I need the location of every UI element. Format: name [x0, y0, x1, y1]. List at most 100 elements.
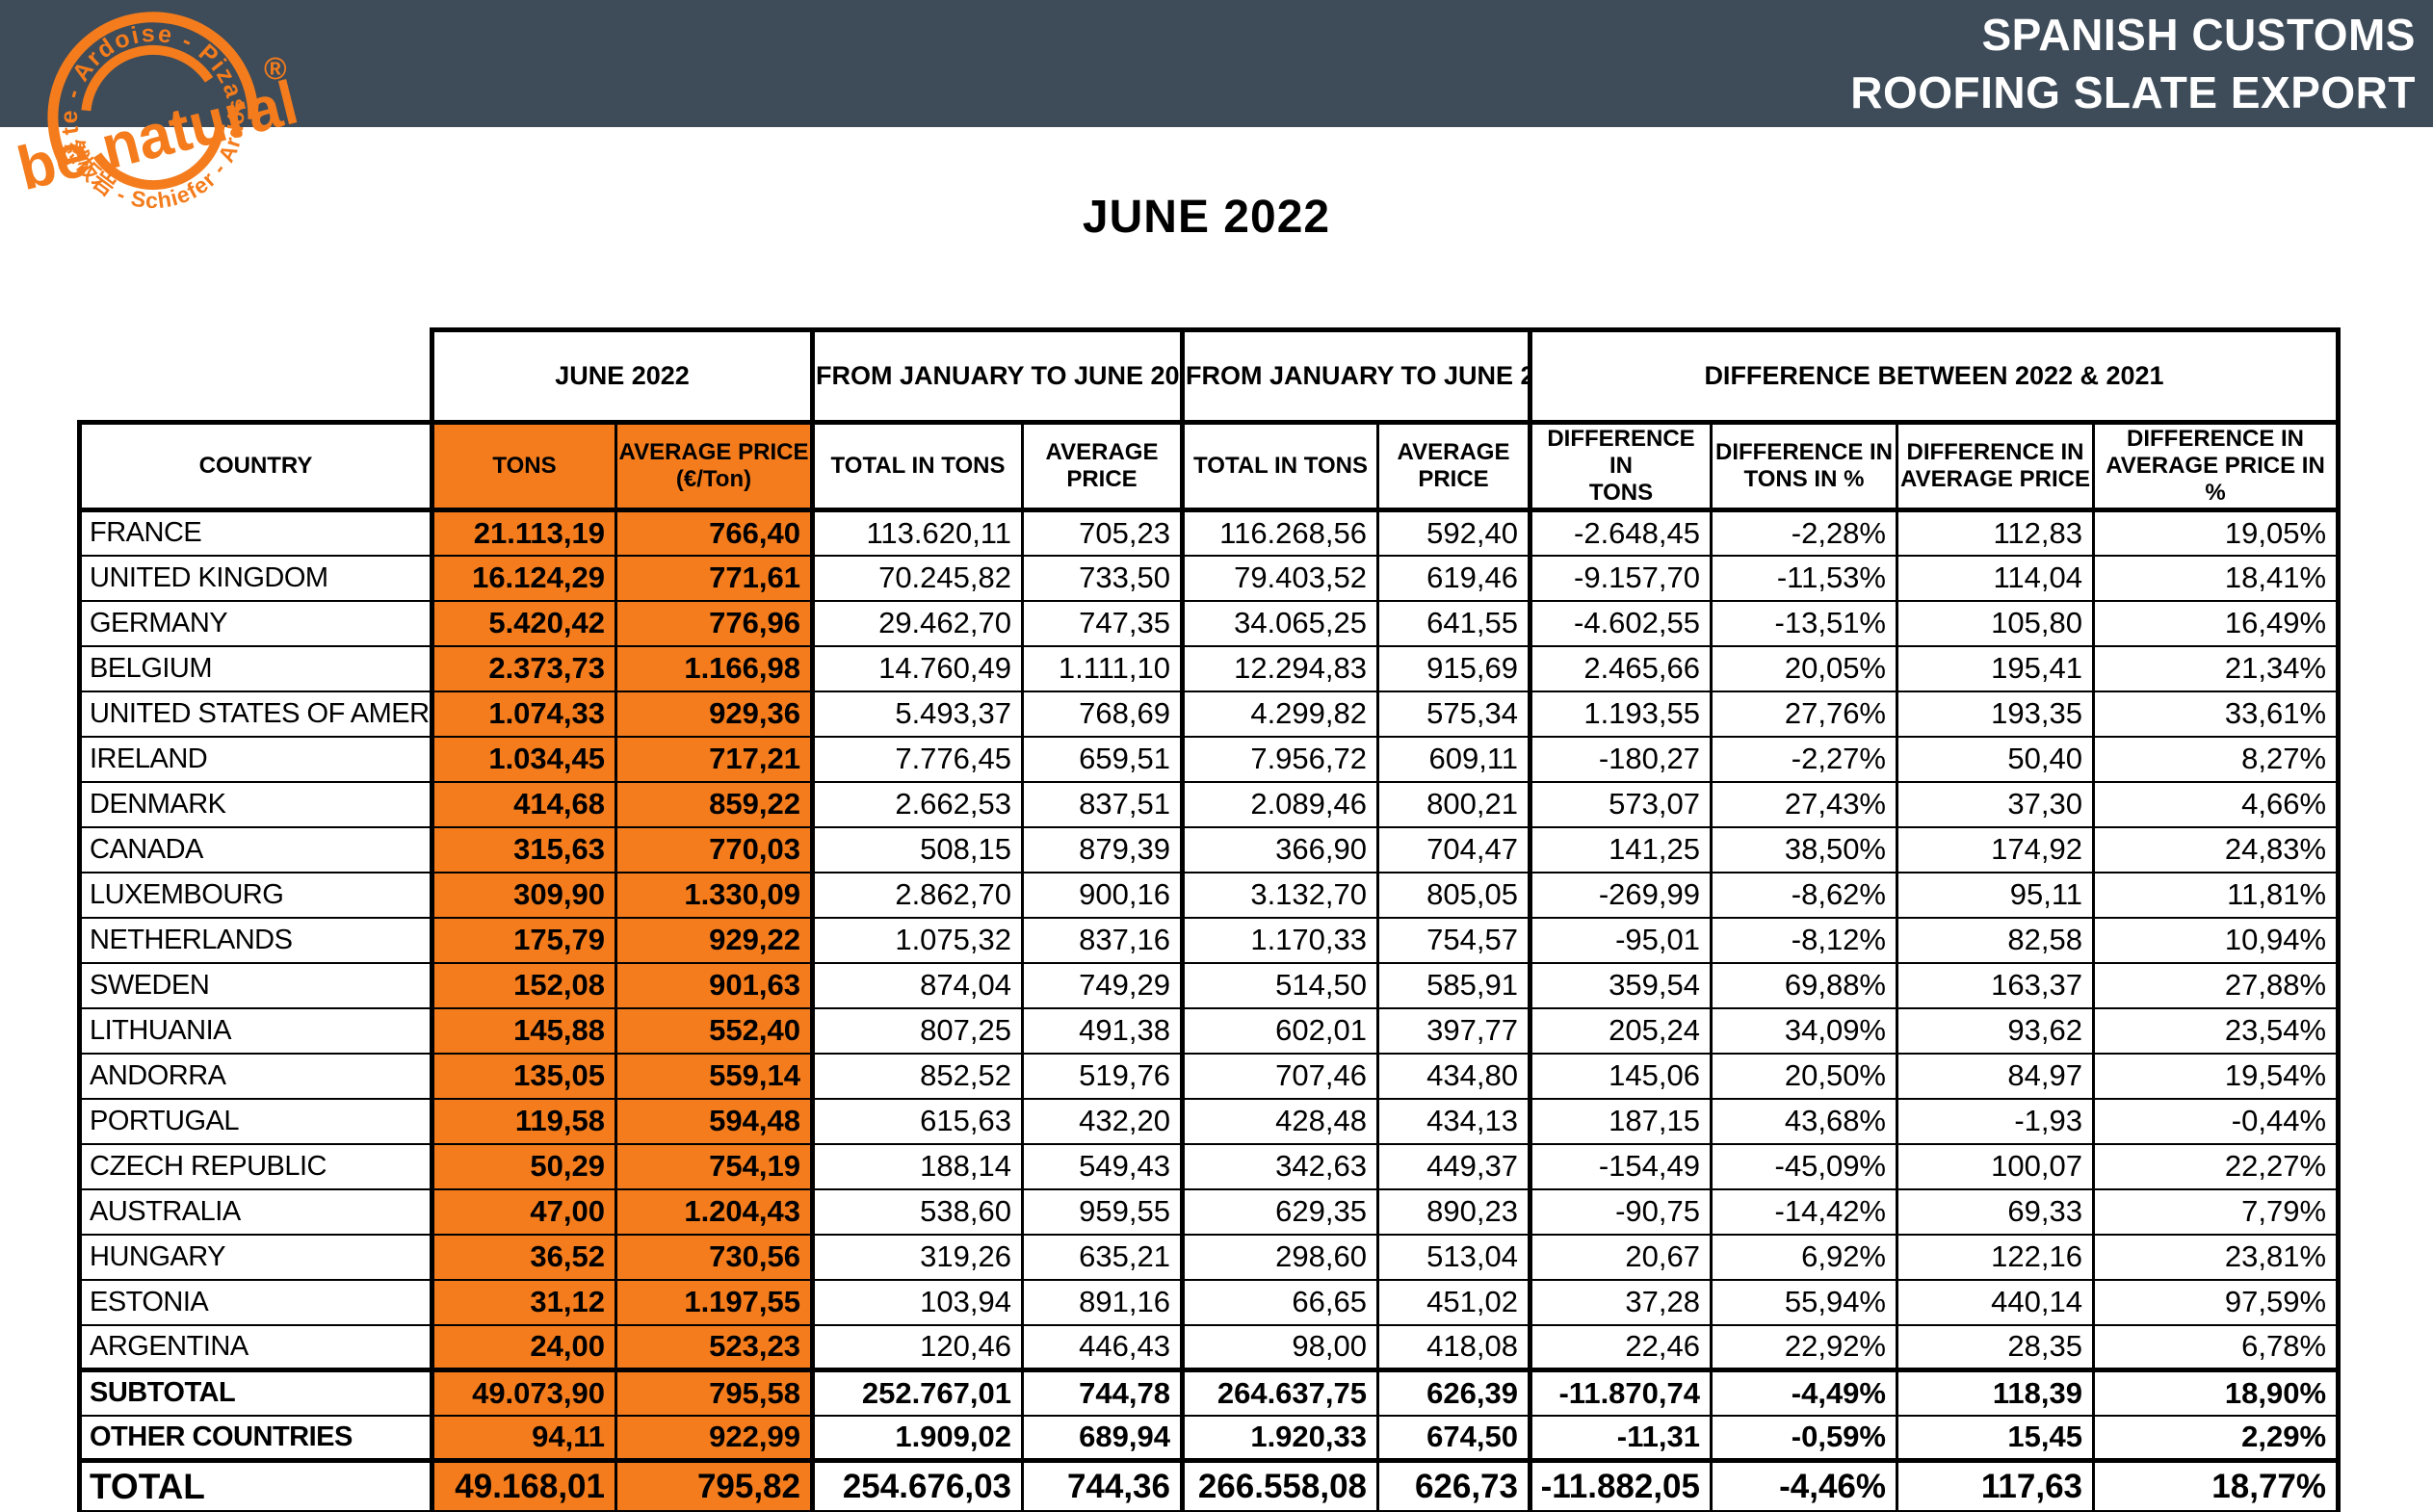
avg-price-2021-cell: 449,37 — [1376, 1142, 1531, 1190]
tons-cell: 135,05 — [430, 1052, 617, 1100]
diff-avg-price-pct-cell: 18,77% — [2091, 1458, 2341, 1512]
country-cell: LUXEMBOURG — [77, 871, 433, 919]
avg-price-2022-cell: 744,78 — [1021, 1368, 1184, 1417]
country-cell: AUSTRALIA — [77, 1187, 433, 1236]
diff-tons-pct-cell: -11,53% — [1710, 554, 1898, 602]
diff-tons-pct-cell: 20,50% — [1710, 1052, 1898, 1100]
table-body: FRANCE 21.113,19 766,40 113.620,11 705,2… — [77, 508, 2341, 1512]
col-diff-avg-price-pct: DIFFERENCE IN AVERAGE PRICE IN % — [2091, 420, 2341, 512]
header-bar: SPANISH CUSTOMS ROOFING SLATE EXPORT — [0, 0, 2433, 127]
diff-tons-cell: 1.193,55 — [1528, 690, 1713, 738]
diff-tons-cell: -154,49 — [1528, 1142, 1713, 1190]
avg-price-cell: 559,14 — [615, 1052, 814, 1100]
total-tons-2021-cell: 2.089,46 — [1180, 780, 1379, 828]
avg-price-2021-cell: 626,39 — [1376, 1368, 1531, 1417]
total-tons-2021-cell: 7.956,72 — [1180, 735, 1379, 783]
table-row: UNITED KINGDOM 16.124,29 771,61 70.245,8… — [77, 554, 2341, 602]
total-tons-2022-cell: 538,60 — [810, 1187, 1024, 1236]
avg-price-cell: 776,96 — [615, 599, 814, 647]
diff-avg-price-cell: 440,14 — [1896, 1278, 2095, 1326]
total-tons-2021-cell: 707,46 — [1180, 1052, 1379, 1100]
corner-spacer — [79, 329, 432, 423]
table-row: CANADA 315,63 770,03 508,15 879,39 366,9… — [77, 825, 2341, 873]
country-cell: UNITED STATES OF AMERICA — [77, 690, 433, 738]
avg-price-2022-cell: 519,76 — [1021, 1052, 1184, 1100]
diff-tons-cell: 145,06 — [1528, 1052, 1713, 1100]
diff-avg-price-pct-cell: 21,34% — [2091, 644, 2341, 692]
avg-price-cell: 859,22 — [615, 780, 814, 828]
table-row: ANDORRA 135,05 559,14 852,52 519,76 707,… — [77, 1052, 2341, 1100]
total-tons-2021-cell: 12.294,83 — [1180, 644, 1379, 692]
total-tons-2022-cell: 615,63 — [810, 1097, 1024, 1145]
diff-tons-pct-cell: 69,88% — [1710, 961, 1898, 1009]
diff-avg-price-pct-cell: 11,81% — [2091, 871, 2341, 919]
total-tons-2022-cell: 120,46 — [810, 1323, 1024, 1371]
country-cell: BELGIUM — [77, 644, 433, 692]
table-row: UNITED STATES OF AMERICA 1.074,33 929,36… — [77, 690, 2341, 738]
diff-avg-price-cell: 95,11 — [1896, 871, 2095, 919]
diff-tons-pct-cell: -4,49% — [1710, 1368, 1898, 1417]
country-cell: HUNGARY — [77, 1233, 433, 1281]
diff-avg-price-cell: 193,35 — [1896, 690, 2095, 738]
diff-avg-price-pct-cell: 16,49% — [2091, 599, 2341, 647]
diff-avg-price-cell: -1,93 — [1896, 1097, 2095, 1145]
diff-avg-price-pct-cell: 27,88% — [2091, 961, 2341, 1009]
total-tons-2021-cell: 602,01 — [1180, 1006, 1379, 1055]
avg-price-2021-cell: 434,80 — [1376, 1052, 1531, 1100]
diff-tons-cell: -2.648,45 — [1528, 508, 1713, 557]
diff-tons-pct-cell: -4,46% — [1710, 1458, 1898, 1512]
column-header-row: COUNTRY TONS AVERAGE PRICE (€/Ton) TOTAL… — [77, 420, 2341, 512]
country-cell: CANADA — [77, 825, 433, 873]
country-cell: LITHUANIA — [77, 1006, 433, 1055]
total-tons-2022-cell: 113.620,11 — [810, 508, 1024, 557]
total-tons-2022-cell: 7.776,45 — [810, 735, 1024, 783]
total-tons-2021-cell: 34.065,25 — [1180, 599, 1379, 647]
col-diff-tons-pct: DIFFERENCE IN TONS IN % — [1710, 420, 1898, 512]
tons-cell: 49.073,90 — [430, 1368, 617, 1417]
country-cell: ANDORRA — [77, 1052, 433, 1100]
total-tons-2022-cell: 70.245,82 — [810, 554, 1024, 602]
diff-tons-pct-cell: 22,92% — [1710, 1323, 1898, 1371]
diff-avg-price-cell: 122,16 — [1896, 1233, 2095, 1281]
avg-price-2021-cell: 609,11 — [1376, 735, 1531, 783]
avg-price-2022-cell: 733,50 — [1021, 554, 1184, 602]
diff-avg-price-cell: 28,35 — [1896, 1323, 2095, 1371]
diff-avg-price-pct-cell: 7,79% — [2091, 1187, 2341, 1236]
country-cell: PORTUGAL — [77, 1097, 433, 1145]
avg-price-2021-cell: 592,40 — [1376, 508, 1531, 557]
country-cell: OTHER COUNTRIES — [77, 1414, 433, 1462]
country-cell: GERMANY — [77, 599, 433, 647]
avg-price-2022-cell: 747,35 — [1021, 599, 1184, 647]
total-tons-2021-cell: 342,63 — [1180, 1142, 1379, 1190]
logo-stamp-icon: Slate - Ardoise - Pizarra 自然板岩 - Schiefe… — [0, 0, 304, 249]
avg-price-cell: 552,40 — [615, 1006, 814, 1055]
avg-price-2022-cell: 432,20 — [1021, 1097, 1184, 1145]
total-tons-2022-cell: 2.662,53 — [810, 780, 1024, 828]
avg-price-2021-cell: 397,77 — [1376, 1006, 1531, 1055]
avg-price-cell: 717,21 — [615, 735, 814, 783]
avg-price-2022-cell: 879,39 — [1021, 825, 1184, 873]
total-tons-2021-cell: 79.403,52 — [1180, 554, 1379, 602]
total-tons-2021-cell: 264.637,75 — [1180, 1368, 1379, 1417]
avg-price-cell: 770,03 — [615, 825, 814, 873]
table-row: PORTUGAL 119,58 594,48 615,63 432,20 428… — [77, 1097, 2341, 1145]
avg-price-2021-cell: 641,55 — [1376, 599, 1531, 647]
avg-price-2021-cell: 619,46 — [1376, 554, 1531, 602]
diff-tons-pct-cell: -13,51% — [1710, 599, 1898, 647]
avg-price-2022-cell: 1.111,10 — [1021, 644, 1184, 692]
col-country: COUNTRY — [77, 420, 433, 512]
diff-tons-cell: -9.157,70 — [1528, 554, 1713, 602]
total-tons-2022-cell: 508,15 — [810, 825, 1024, 873]
total-tons-2022-cell: 874,04 — [810, 961, 1024, 1009]
avg-price-cell: 730,56 — [615, 1233, 814, 1281]
tons-cell: 2.373,73 — [430, 644, 617, 692]
table-row: GERMANY 5.420,42 776,96 29.462,70 747,35… — [77, 599, 2341, 647]
diff-avg-price-pct-cell: 4,66% — [2091, 780, 2341, 828]
diff-avg-price-cell: 114,04 — [1896, 554, 2095, 602]
avg-price-2022-cell: 705,23 — [1021, 508, 1184, 557]
total-tons-2021-cell: 298,60 — [1180, 1233, 1379, 1281]
avg-price-cell: 929,36 — [615, 690, 814, 738]
diff-avg-price-cell: 100,07 — [1896, 1142, 2095, 1190]
table-row: AUSTRALIA 47,00 1.204,43 538,60 959,55 6… — [77, 1187, 2341, 1236]
